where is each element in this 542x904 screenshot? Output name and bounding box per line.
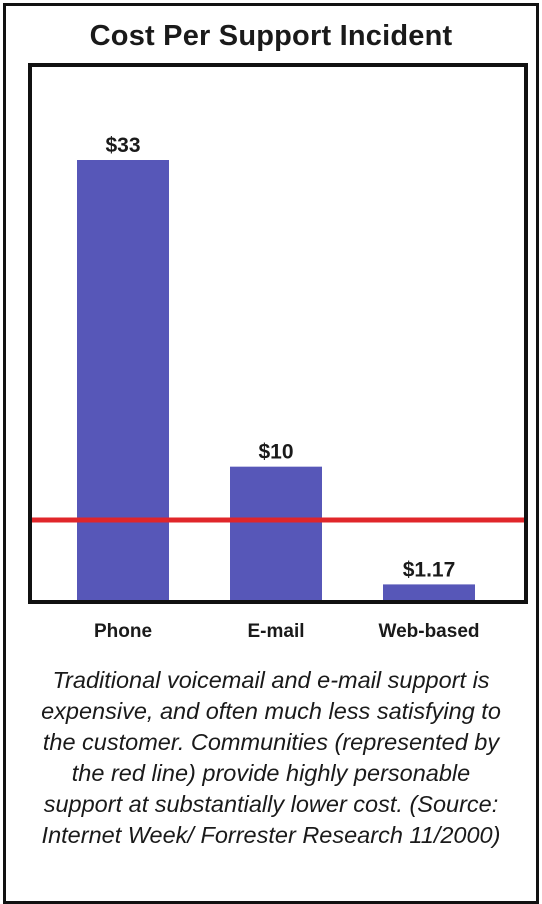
category-labels-group: Phone E-mail Web-based [94,621,480,642]
bar-e-mail [230,466,322,600]
category-label: Phone [94,621,152,642]
category-label: E-mail [247,621,304,642]
bar-phone [77,160,169,600]
value-label: $1.17 [403,558,456,581]
bars-group [77,160,475,600]
plot-area-border [28,63,528,604]
chart-title: Cost Per Support Incident [89,20,453,52]
value-label: $33 [105,134,140,157]
bar-web-based [383,584,475,600]
chart-caption: Traditional voicemail and e-mail support… [41,667,501,848]
value-labels-group: $33 $10 $1.17 [105,134,455,581]
bar-chart: $33 $10 $1.17 Phone E-mail Web-based [28,63,528,642]
category-label: Web-based [378,621,479,642]
value-label: $10 [258,441,293,464]
